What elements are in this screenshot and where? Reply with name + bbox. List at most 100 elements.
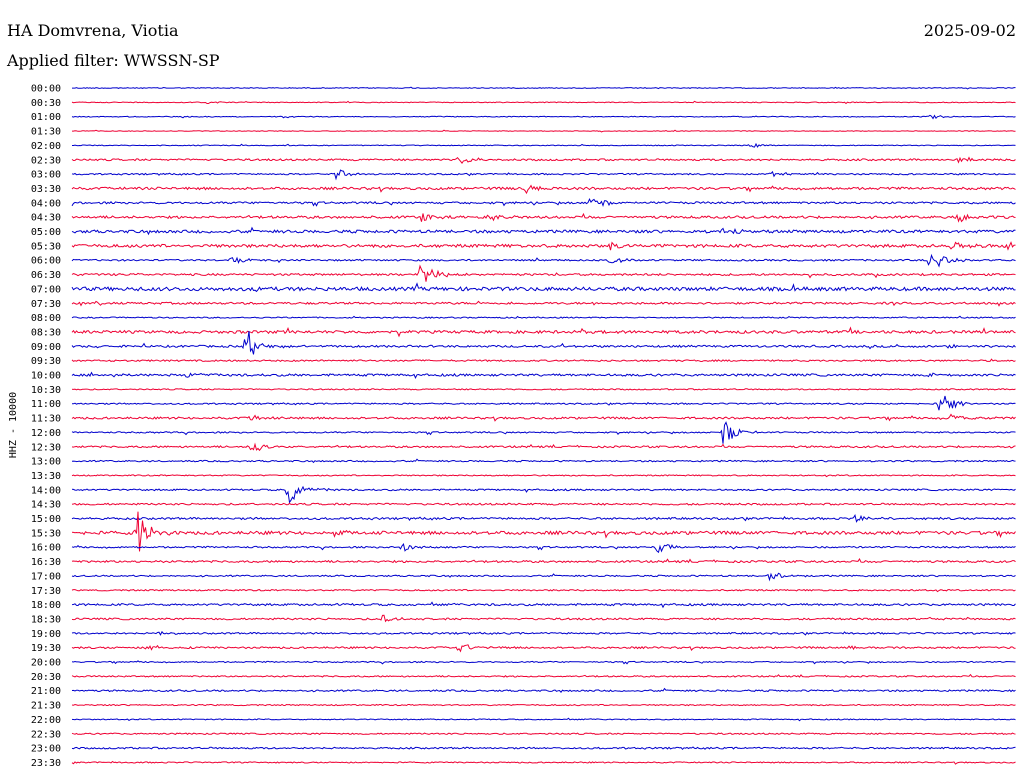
trace-line: [71, 557, 1016, 564]
trace-line: [71, 421, 1016, 444]
time-tick-label: 11:00: [31, 399, 61, 410]
time-tick-label: 18:00: [31, 600, 61, 611]
trace-line: [71, 241, 1016, 251]
trace-line: [71, 100, 1016, 105]
time-tick-label: 15:30: [31, 528, 61, 539]
time-tick-label: 14:00: [31, 485, 61, 496]
time-tick-label: 05:00: [31, 227, 61, 238]
trace-line: [72, 129, 1016, 133]
time-tick-label: 06:30: [31, 270, 61, 281]
trace-line: [71, 660, 1016, 665]
filter-label: Applied filter: WWSSN-SP: [6, 51, 220, 70]
trace-line: [71, 212, 1016, 223]
trace-line: [71, 717, 1016, 722]
time-tick-label: 00:00: [31, 84, 61, 95]
time-tick-label: 17:30: [31, 586, 61, 597]
time-tick-label: 11:30: [31, 414, 61, 425]
trace-line: [71, 485, 1016, 504]
time-tick-label: 19:30: [31, 643, 61, 654]
time-tick-label: 04:30: [31, 213, 61, 224]
time-tick-label: 08:30: [31, 327, 61, 338]
time-tick-label: 12:00: [31, 428, 61, 439]
trace-line: [71, 630, 1016, 636]
time-tick-label: 21:30: [31, 701, 61, 712]
time-tick-label: 23:30: [31, 758, 61, 769]
time-tick-label: 07:00: [31, 284, 61, 295]
trace-line: [71, 746, 1016, 751]
time-tick-label: 20:00: [31, 658, 61, 669]
trace-line: [71, 395, 1016, 411]
time-tick-label: 01:30: [31, 127, 61, 138]
trace-line: [71, 198, 1016, 208]
trace-line: [71, 330, 1016, 355]
trace-line: [71, 511, 1016, 552]
trace-line: [71, 474, 1016, 478]
time-tick-label: 05:30: [31, 241, 61, 252]
time-tick-label: 02:00: [31, 141, 61, 152]
time-tick-label: 01:00: [31, 112, 61, 123]
time-tick-label: 10:30: [31, 385, 61, 396]
trace-line: [71, 169, 1016, 181]
trace-line: [71, 760, 1016, 765]
station-title: HA Domvrena, Viotia: [7, 21, 179, 40]
trace-line: [71, 572, 1016, 582]
trace-line: [71, 184, 1016, 195]
trace-line: [71, 644, 1016, 653]
trace-line: [71, 264, 1016, 282]
time-tick-label: 13:00: [31, 457, 61, 468]
trace-line: [71, 226, 1016, 236]
time-tick-label: 12:30: [31, 442, 61, 453]
trace-line: [71, 458, 1016, 464]
time-tick-label: 04:00: [31, 198, 61, 209]
trace-line: [71, 358, 1016, 363]
trace-line: [71, 588, 1016, 593]
trace-rows: 00:00 00:30 01:00 01:30 02:00 02:30 03:00 03:30…: [31, 84, 1016, 769]
time-tick-label: 19:00: [31, 629, 61, 640]
trace-line: [71, 315, 1016, 319]
trace-line: [71, 703, 1016, 707]
trace-line: [71, 388, 1016, 391]
time-tick-label: 06:00: [31, 256, 61, 267]
trace-line: [71, 156, 1016, 164]
time-tick-label: 16:30: [31, 557, 61, 568]
trace-line: [72, 86, 1016, 90]
y-axis-label: HHZ - 10000: [8, 392, 19, 458]
time-tick-label: 22:00: [31, 715, 61, 726]
time-tick-label: 02:30: [31, 155, 61, 166]
trace-line: [71, 687, 1016, 693]
trace-line: [71, 442, 1016, 452]
trace-line: [71, 326, 1016, 338]
time-tick-label: 15:00: [31, 514, 61, 525]
time-tick-label: 07:30: [31, 299, 61, 310]
trace-line: [71, 502, 1016, 506]
trace-line: [71, 371, 1016, 379]
time-tick-label: 09:30: [31, 356, 61, 367]
time-tick-label: 17:00: [31, 571, 61, 582]
trace-line: [71, 114, 1016, 120]
trace-line: [71, 673, 1016, 678]
time-tick-label: 10:00: [31, 371, 61, 382]
time-tick-label: 18:30: [31, 614, 61, 625]
trace-line: [71, 614, 1016, 623]
time-tick-label: 16:00: [31, 543, 61, 554]
time-tick-label: 03:30: [31, 184, 61, 195]
trace-line: [71, 253, 1016, 268]
time-tick-label: 00:30: [31, 98, 61, 109]
time-tick-label: 14:30: [31, 500, 61, 511]
time-tick-label: 22:30: [31, 729, 61, 740]
time-tick-label: 21:00: [31, 686, 61, 697]
time-tick-label: 03:00: [31, 170, 61, 181]
trace-line: [71, 300, 1016, 307]
trace-line: [71, 601, 1016, 609]
trace-line: [71, 732, 1016, 736]
trace-line: [71, 282, 1016, 293]
time-tick-label: 20:30: [31, 672, 61, 683]
trace-line: [72, 142, 1016, 148]
time-tick-label: 09:00: [31, 342, 61, 353]
trace-line: [71, 514, 1016, 523]
trace-line: [71, 413, 1016, 422]
trace-line: [71, 542, 1016, 554]
time-tick-label: 13:30: [31, 471, 61, 482]
chart-date: 2025-09-02: [924, 21, 1016, 40]
